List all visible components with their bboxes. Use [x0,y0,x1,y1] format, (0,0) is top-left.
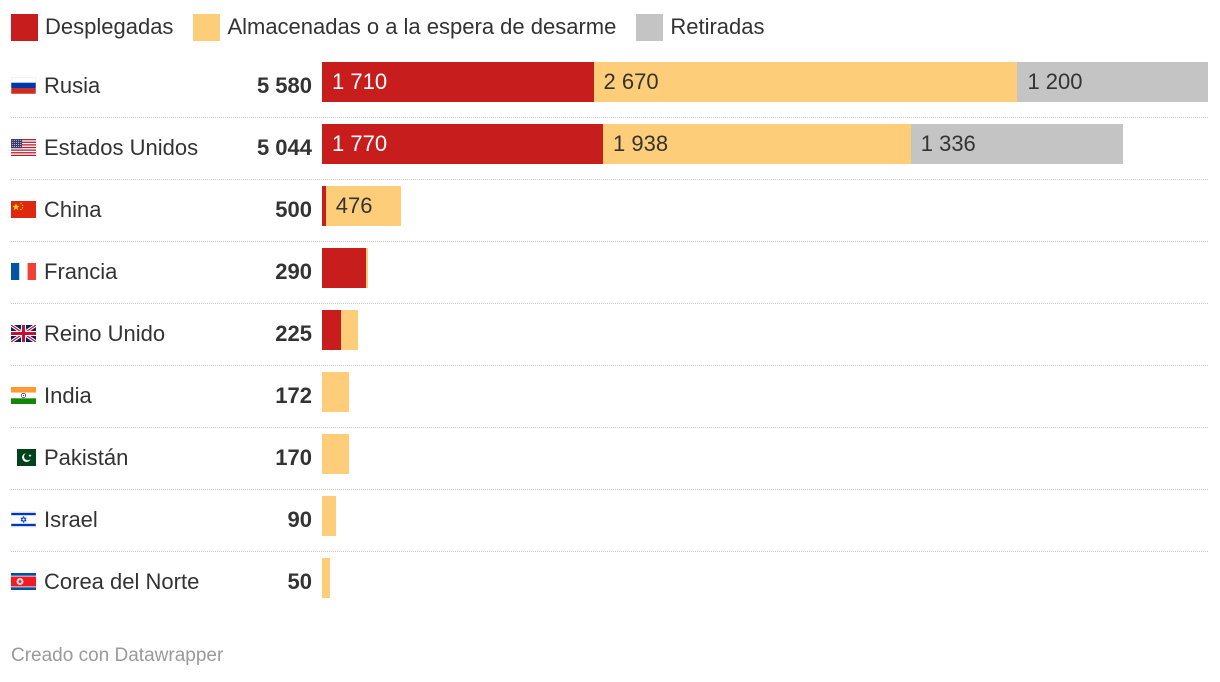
bar-segment-almacenadas: 476 [325,186,402,226]
bar-segment-almacenadas [322,434,349,474]
bar-segment-desplegadas [322,310,342,350]
bar-segment-almacenadas: 1 938 [603,124,911,164]
total-label: 50 [287,569,312,594]
total-label: 5 580 [256,73,312,98]
total-label: 5 044 [256,135,312,160]
bar-row-corea-del-norte: Corea del Norte 50 [11,552,1208,614]
china-flag-icon [11,201,36,218]
total-label: 290 [275,259,312,284]
row-divider [11,303,1208,304]
legend-label-retiradas: Retiradas [670,14,765,39]
legend-label-desplegadas: Desplegadas [45,14,174,39]
data-label: 1 938 [613,131,669,156]
row-divider [11,241,1208,242]
row-divider [11,179,1208,180]
chart-legend: Desplegadas Almacenadas o a la espera de… [11,12,785,42]
bar-segment-desplegadas [322,186,326,226]
bar-segment-desplegadas: 1 770 [322,124,604,164]
data-label: 2 670 [603,69,659,94]
country-label: India [44,383,92,408]
legend-swatch-retiradas [636,13,664,41]
bar-segment-almacenadas [322,372,350,412]
stacked-bar: 1 710 2 670 1 200 [322,62,1208,102]
country-label: Rusia [44,73,101,98]
country-label: Reino Unido [44,321,166,346]
stacked-bar [322,434,349,474]
total-label: 225 [275,321,312,346]
country-label: Estados Unidos [44,135,199,160]
stacked-bar: 1 770 1 938 1 336 [322,124,1123,164]
row-divider [11,551,1208,552]
france-flag-icon [11,263,36,280]
stacked-bar [322,248,369,288]
bar-row-reino-unido: Reino Unido 225 [11,304,1208,366]
country-label: Israel [44,507,98,532]
bar-row-pakistan: Pakistán 170 [11,428,1208,490]
data-label: 1 770 [332,131,388,156]
bar-segment-desplegadas: 1 710 [322,62,594,102]
bar-row-estados-unidos: Estados Unidos 5 044 1 770 1 938 1 336 [11,118,1208,180]
bar-segment-almacenadas: 2 670 [593,62,1018,102]
stacked-bar: 476 [322,186,402,226]
bar-segment-almacenadas [366,248,369,288]
stacked-bar [322,310,358,350]
bar-row-india: India 172 [11,366,1208,428]
country-label: Corea del Norte [44,569,200,594]
stacked-bar [322,558,330,598]
row-divider [11,489,1208,490]
bar-segment-almacenadas [341,310,358,350]
pakistan-flag-icon [11,449,36,466]
usa-flag-icon [11,139,36,156]
india-flag-icon [11,387,36,404]
legend-swatch-desplegadas [11,13,38,41]
country-label: China [44,197,102,222]
bar-segment-desplegadas [322,248,367,288]
country-label: Pakistán [44,445,129,470]
total-label: 170 [275,445,312,470]
bar-row-francia: Francia 290 [11,242,1208,304]
bar-row-rusia: Rusia 5 580 1 710 2 670 1 200 [11,56,1208,118]
data-label: 476 [335,193,373,218]
row-divider [11,427,1208,428]
total-label: 172 [275,383,312,408]
north-korea-flag-icon [11,573,36,590]
bar-segment-retiradas: 1 336 [910,124,1123,164]
legend-item-desplegadas: Desplegadas [11,13,174,41]
legend-swatch-almacenadas [193,13,221,41]
uk-flag-icon [11,325,36,342]
total-label: 500 [275,197,312,222]
israel-flag-icon [11,511,36,528]
bar-segment-almacenadas [322,496,337,536]
legend-item-retiradas: Retiradas [636,13,765,41]
country-label: Francia [44,259,118,284]
bar-segment-almacenadas [322,558,330,598]
data-label: 1 336 [920,131,976,156]
bar-segment-retiradas: 1 200 [1017,62,1208,102]
data-label: 1 710 [332,69,388,94]
stacked-bar [322,372,350,412]
russia-flag-icon [11,77,36,94]
total-label: 90 [287,507,312,532]
stacked-bar [322,496,337,536]
legend-item-almacenadas: Almacenadas o a la espera de desarme [193,13,617,41]
row-divider [11,365,1208,366]
data-label: 1 200 [1027,69,1083,94]
bar-row-israel: Israel 90 [11,490,1208,552]
bar-row-china: China 500 476 [11,180,1208,242]
footer-credit: Creado con Datawrapper [11,645,224,666]
row-divider [11,117,1208,118]
legend-label-almacenadas: Almacenadas o a la espera de desarme [227,14,617,39]
